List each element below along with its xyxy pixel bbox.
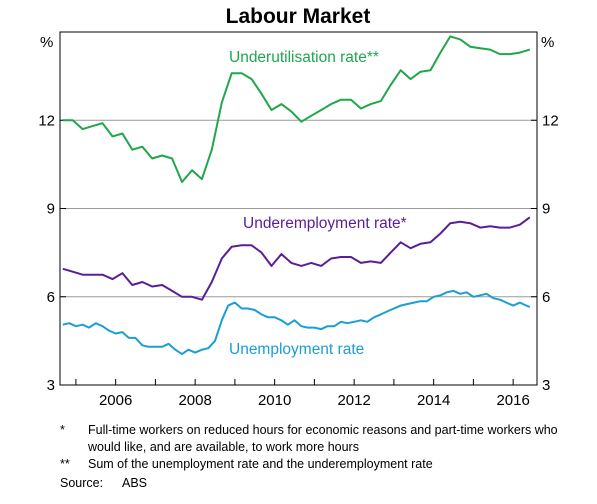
y-tick-label-right-3: 3 <box>542 377 550 394</box>
y-axis-ticks: 3 3 6 6 9 9 12 12 <box>38 112 558 394</box>
series-label-underutilisation: Underutilisation rate** <box>229 49 379 66</box>
footnote-1-text: Full-time workers on reduced hours for e… <box>88 423 558 454</box>
footnotes: * Full-time workers on reduced hours for… <box>60 422 590 492</box>
y-tick-label-left-6: 6 <box>47 289 55 306</box>
chart-svg: Labour Market 3 3 6 6 9 9 12 12 2006 2008 2010 201… <box>38 5 558 409</box>
y-tick-label-left-9: 9 <box>47 201 55 218</box>
y-tick-label-right-9: 9 <box>542 201 550 218</box>
y-tick-label-right-12: 12 <box>542 112 559 129</box>
y-tick-label-left-12: 12 <box>38 112 55 129</box>
y-unit-left: % <box>40 34 53 51</box>
footnote-2-text: Sum of the unemployment rate and the und… <box>88 457 433 471</box>
x-tick-label-2008: 2008 <box>178 392 211 409</box>
footnote-1: * Full-time workers on reduced hours for… <box>60 422 590 456</box>
series-line-unemployment <box>62 289 531 356</box>
footnote-1-mark: * <box>60 423 65 437</box>
x-tick-label-2010: 2010 <box>258 392 291 409</box>
series-lines <box>62 35 531 356</box>
footnote-2: ** Sum of the unemployment rate and the … <box>60 456 590 473</box>
y-unit-right: % <box>541 34 554 51</box>
x-tick-label-2006: 2006 <box>99 392 132 409</box>
x-axis-ticks: 2006 2008 2010 2012 2014 2016 <box>75 379 530 409</box>
x-tick-label-2014: 2014 <box>417 392 450 409</box>
source-line: Source: ABS <box>60 475 590 492</box>
footnote-2-mark: ** <box>60 457 70 471</box>
series-line-underemployment <box>62 216 531 301</box>
y-tick-label-left-3: 3 <box>47 377 55 394</box>
y-tick-label-right-6: 6 <box>542 289 550 306</box>
series-line-underutilisation <box>62 35 531 183</box>
series-label-underemployment: Underemployment rate* <box>243 215 407 232</box>
chart-title: Labour Market <box>226 5 371 28</box>
x-tick-label-2012: 2012 <box>337 392 370 409</box>
source-value: ABS <box>122 476 148 490</box>
source-label: Source: <box>60 476 104 490</box>
series-label-unemployment: Unemployment rate <box>229 341 364 358</box>
x-tick-label-2016: 2016 <box>496 392 529 409</box>
